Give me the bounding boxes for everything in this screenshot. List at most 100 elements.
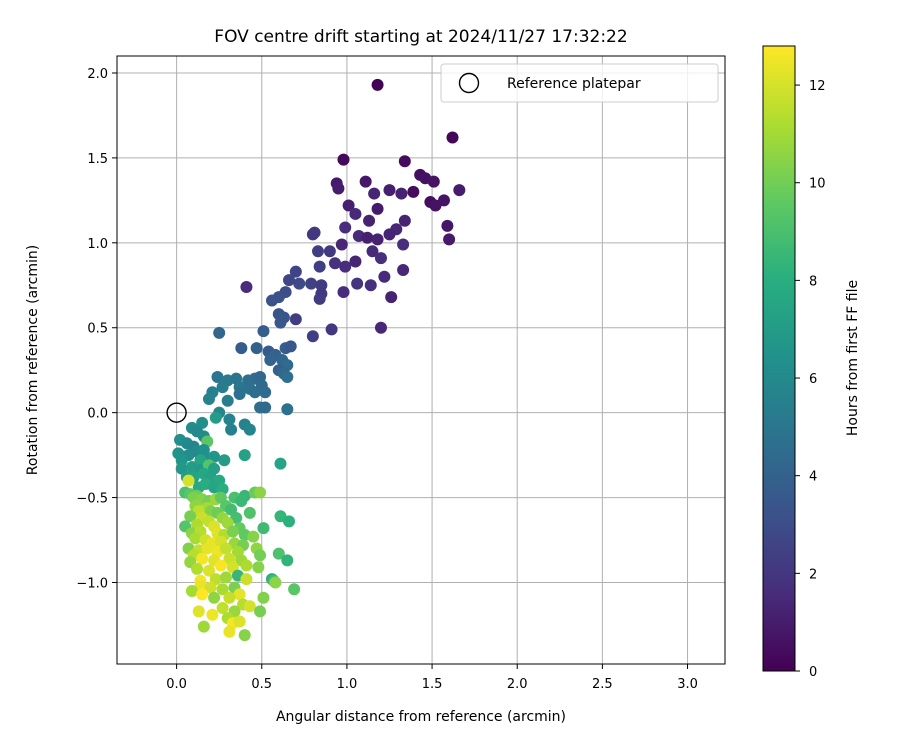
legend-box	[440, 63, 719, 103]
data-point	[441, 219, 454, 232]
data-point	[264, 354, 277, 366]
legend-label: Reference platepar	[507, 76, 641, 92]
data-point	[247, 530, 260, 543]
legend-marker-icon	[458, 72, 480, 94]
data-point	[218, 454, 231, 467]
data-point	[201, 542, 214, 555]
y-tick-label: 0.0	[87, 407, 108, 422]
data-point	[313, 260, 326, 273]
y-tick-label: 2.0	[87, 67, 108, 82]
data-point	[339, 260, 352, 273]
data-point	[335, 238, 348, 251]
y-tick-label: −0.5	[76, 492, 108, 507]
data-point	[269, 576, 282, 589]
colorbar-tick-label: 12	[809, 79, 826, 94]
chart-title: FOV centre drift starting at 2024/11/27 …	[214, 27, 627, 47]
data-point	[265, 294, 278, 307]
data-point	[371, 202, 384, 215]
data-point	[238, 449, 251, 462]
data-point	[209, 411, 222, 424]
data-point	[281, 554, 294, 567]
data-point	[196, 588, 209, 601]
data-point	[397, 263, 410, 276]
reference-point-marker	[166, 402, 187, 423]
colorbar-tick-label: 10	[809, 177, 826, 192]
data-point	[208, 591, 221, 604]
data-point	[235, 494, 248, 507]
y-tick-label: 1.5	[87, 152, 108, 167]
data-point	[182, 474, 195, 487]
colorbar-tick-label: 2	[809, 567, 817, 582]
data-point	[281, 403, 294, 416]
data-point	[368, 187, 381, 200]
colorbar-tick-label: 0	[809, 665, 817, 680]
data-point	[240, 280, 253, 293]
data-point	[306, 330, 319, 343]
data-point	[254, 549, 267, 562]
data-point	[374, 252, 387, 265]
data-point	[378, 270, 391, 283]
data-point	[349, 207, 362, 220]
data-point	[223, 591, 236, 604]
y-tick-label: −1.0	[76, 576, 108, 591]
data-point	[385, 291, 398, 304]
colorbar-tick-label: 8	[809, 274, 817, 289]
x-tick-label: 1.5	[422, 677, 443, 692]
x-tick-label: 2.5	[592, 677, 613, 692]
data-point	[254, 486, 267, 499]
data-point	[211, 370, 224, 383]
data-point	[219, 571, 232, 584]
data-point	[202, 564, 215, 577]
data-point	[197, 620, 210, 633]
data-point	[311, 245, 324, 258]
data-point	[339, 221, 352, 234]
x-axis-ticks: 0.0 0.5 1.0 1.5 2.0 2.5 3.0	[166, 664, 698, 692]
data-point	[252, 561, 265, 574]
data-point	[284, 340, 297, 353]
data-point	[289, 265, 302, 278]
data-point	[398, 214, 411, 227]
data-point	[361, 231, 374, 244]
data-point	[427, 175, 440, 188]
x-tick-label: 0.0	[166, 677, 187, 692]
x-tick-label: 0.5	[251, 677, 272, 692]
data-point	[196, 552, 209, 565]
data-point	[206, 608, 219, 621]
data-point	[398, 155, 411, 168]
data-point	[233, 615, 246, 628]
data-point	[443, 233, 456, 246]
data-point	[221, 394, 234, 407]
data-point	[364, 279, 377, 292]
x-tick-label: 1.0	[337, 677, 358, 692]
data-point	[238, 629, 251, 642]
data-point	[240, 573, 253, 586]
colorbar-label: Hours from first FF file	[845, 280, 861, 436]
y-axis-label: Rotation from reference (arcmin)	[25, 245, 41, 475]
x-tick-label: 2.0	[507, 677, 528, 692]
x-tick-label: 3.0	[677, 677, 698, 692]
data-point	[323, 245, 336, 258]
data-point	[337, 286, 350, 299]
data-point	[233, 588, 246, 601]
data-point	[192, 605, 205, 618]
data-point	[235, 342, 248, 355]
data-point	[349, 255, 362, 268]
data-point	[305, 277, 318, 290]
x-axis-label: Angular distance from reference (arcmin)	[276, 709, 566, 725]
data-point	[240, 559, 253, 572]
y-axis-ticks: −1.0 −0.5 0.0 0.5 1.0 1.5 2.0	[76, 67, 117, 591]
data-point	[366, 245, 379, 258]
data-point	[225, 423, 238, 436]
data-point	[213, 326, 226, 339]
data-point	[325, 323, 338, 336]
data-point	[293, 277, 306, 290]
data-point	[189, 532, 202, 545]
data-point	[332, 182, 345, 195]
data-point	[374, 321, 387, 334]
data-point	[313, 292, 326, 305]
plot-frame	[116, 55, 726, 665]
data-point	[395, 187, 408, 200]
data-point	[184, 510, 197, 523]
data-point	[446, 131, 459, 144]
